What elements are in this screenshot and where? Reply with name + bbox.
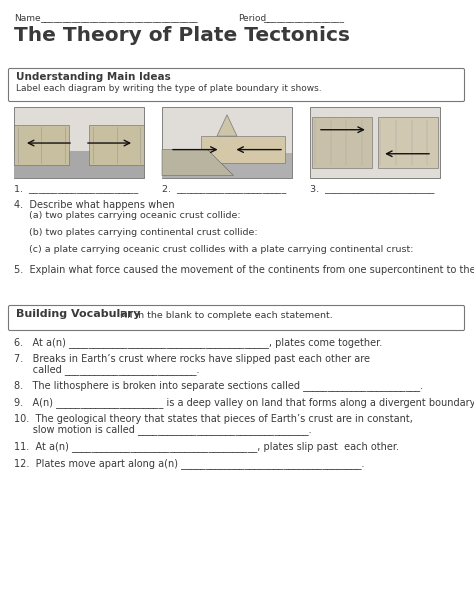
- Bar: [14, 126, 69, 164]
- Bar: [378, 117, 438, 168]
- Text: 4.  Describe what happens when: 4. Describe what happens when: [14, 200, 174, 210]
- FancyBboxPatch shape: [14, 107, 144, 178]
- Text: (b) two plates carrying continental crust collide:: (b) two plates carrying continental crus…: [14, 228, 258, 237]
- Bar: [90, 126, 144, 164]
- FancyBboxPatch shape: [9, 69, 465, 102]
- Text: 11.  At a(n) ______________________________________, plates slip past  each othe: 11. At a(n) ____________________________…: [14, 441, 399, 452]
- Text: 3.  _______________________: 3. _______________________: [310, 184, 434, 193]
- Text: (a) two plates carrying oceanic crust collide:: (a) two plates carrying oceanic crust co…: [14, 211, 241, 220]
- FancyBboxPatch shape: [9, 305, 465, 330]
- Text: called ___________________________.: called ___________________________.: [14, 364, 200, 375]
- Text: slow motion is called ___________________________________.: slow motion is called __________________…: [14, 424, 311, 435]
- FancyBboxPatch shape: [162, 107, 292, 178]
- Text: 1.  _______________________: 1. _______________________: [14, 184, 138, 193]
- Text: Understanding Main Ideas: Understanding Main Ideas: [16, 72, 171, 82]
- Bar: [162, 153, 292, 178]
- Text: Fill in the blank to complete each statement.: Fill in the blank to complete each state…: [120, 311, 333, 320]
- Text: Name: Name: [14, 14, 41, 23]
- Text: (c) a plate carrying oceanic crust collides with a plate carrying continental cr: (c) a plate carrying oceanic crust colli…: [14, 245, 413, 254]
- Text: Building Vocabulary: Building Vocabulary: [16, 309, 140, 319]
- Text: 10.  The geological theory that states that pieces of Earth’s crust are in const: 10. The geological theory that states th…: [14, 414, 413, 424]
- Text: 5.  Explain what force caused the movement of the continents from one superconti: 5. Explain what force caused the movemen…: [14, 265, 474, 275]
- Text: Period: Period: [238, 14, 266, 23]
- FancyBboxPatch shape: [310, 107, 440, 178]
- Text: The Theory of Plate Tectonics: The Theory of Plate Tectonics: [14, 26, 350, 45]
- Text: ___________________________________: ___________________________________: [40, 14, 198, 23]
- Polygon shape: [162, 150, 234, 175]
- Text: 8.   The lithosphere is broken into separate sections called ___________________: 8. The lithosphere is broken into separa…: [14, 380, 423, 391]
- Polygon shape: [217, 115, 237, 136]
- Bar: [201, 136, 285, 163]
- Text: 6.   At a(n) _________________________________________, plates come together.: 6. At a(n) _____________________________…: [14, 337, 382, 348]
- Text: Label each diagram by writing the type of plate boundary it shows.: Label each diagram by writing the type o…: [16, 84, 322, 93]
- Text: 12.  Plates move apart along a(n) _____________________________________.: 12. Plates move apart along a(n) _______…: [14, 458, 365, 469]
- Text: 2.  _______________________: 2. _______________________: [162, 184, 286, 193]
- Bar: [312, 117, 372, 168]
- Text: __________________: __________________: [263, 14, 344, 23]
- Text: 9.   A(n) ______________________ is a deep valley on land that forms along a div: 9. A(n) ______________________ is a deep…: [14, 397, 474, 408]
- Bar: [14, 151, 144, 178]
- Text: 7.   Breaks in Earth’s crust where rocks have slipped past each other are: 7. Breaks in Earth’s crust where rocks h…: [14, 354, 370, 364]
